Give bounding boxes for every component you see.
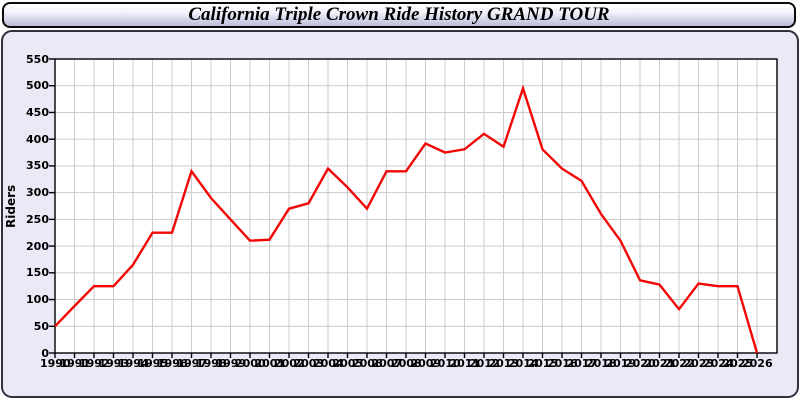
x-tick-label: 2006 [352,357,383,370]
x-tick-label: 1994 [118,357,149,370]
y-axis-title: Riders [4,184,18,228]
y-tick-label: 100 [26,293,49,307]
y-tick-label: 500 [26,79,49,93]
plot-background [55,59,777,353]
x-tick-label: 2013 [488,357,520,370]
x-tick-label: 1997 [176,357,208,370]
x-tick-label: 2016 [547,357,578,370]
x-tick-label: 1990 [40,357,71,370]
x-tick-label: 2001 [254,357,286,370]
riders-line [54,84,759,354]
x-tick-label: 2008 [391,357,422,370]
x-tick-label: 1998 [196,357,227,370]
x-tick-label: 2015 [527,357,559,370]
y-tick-label: 550 [26,52,49,66]
x-tick-label: 2019 [605,357,637,370]
x-tick-label: 2020 [625,357,656,370]
x-tick-label: 2000 [235,357,266,370]
x-tick-label: 2024 [703,357,734,370]
x-tick-label: 2026 [742,357,773,370]
y-tick-label: 250 [26,212,49,226]
x-tick-label: 2009 [410,357,442,370]
x-tick-label: 1993 [98,357,130,370]
x-tick-label: 2023 [683,357,715,370]
y-tick-label: 400 [26,132,49,146]
x-tick-label: 2014 [508,357,539,370]
y-tick-label: 0 [41,346,49,360]
y-tick-label: 350 [26,159,49,173]
chart-title-bar: California Triple Crown Ride History GRA… [2,2,796,28]
x-tick-label: 1999 [215,357,247,370]
x-tick-label: 2025 [722,357,754,370]
axis-frame [54,58,778,354]
y-tick-label: 50 [33,319,49,333]
x-tick-label: 1992 [79,357,110,370]
x-tick-label: 2004 [313,357,344,370]
x-tick-label: 2012 [469,357,500,370]
x-tick-label: 2022 [664,357,695,370]
x-tick-label: 2011 [449,357,481,370]
chart-title: California Triple Crown Ride History GRA… [188,4,610,25]
y-tick-label: 450 [26,105,49,119]
y-tick-label: 150 [26,266,49,280]
x-tick-label: 1996 [157,357,188,370]
x-tick-label: 2018 [586,357,617,370]
x-tick-label: 1991 [59,357,91,370]
x-tick-label: 2017 [566,357,598,370]
x-tick-label: 2010 [430,357,461,370]
x-tick-label: 2021 [644,357,676,370]
x-tick-label: 2002 [274,357,305,370]
x-tick-label: 2003 [293,357,325,370]
x-tick-label: 1995 [137,357,169,370]
x-tick-label: 2007 [371,357,403,370]
y-tick-label: 200 [26,239,49,253]
y-tick-label: 300 [26,186,49,200]
x-tick-label: 2005 [332,357,364,370]
